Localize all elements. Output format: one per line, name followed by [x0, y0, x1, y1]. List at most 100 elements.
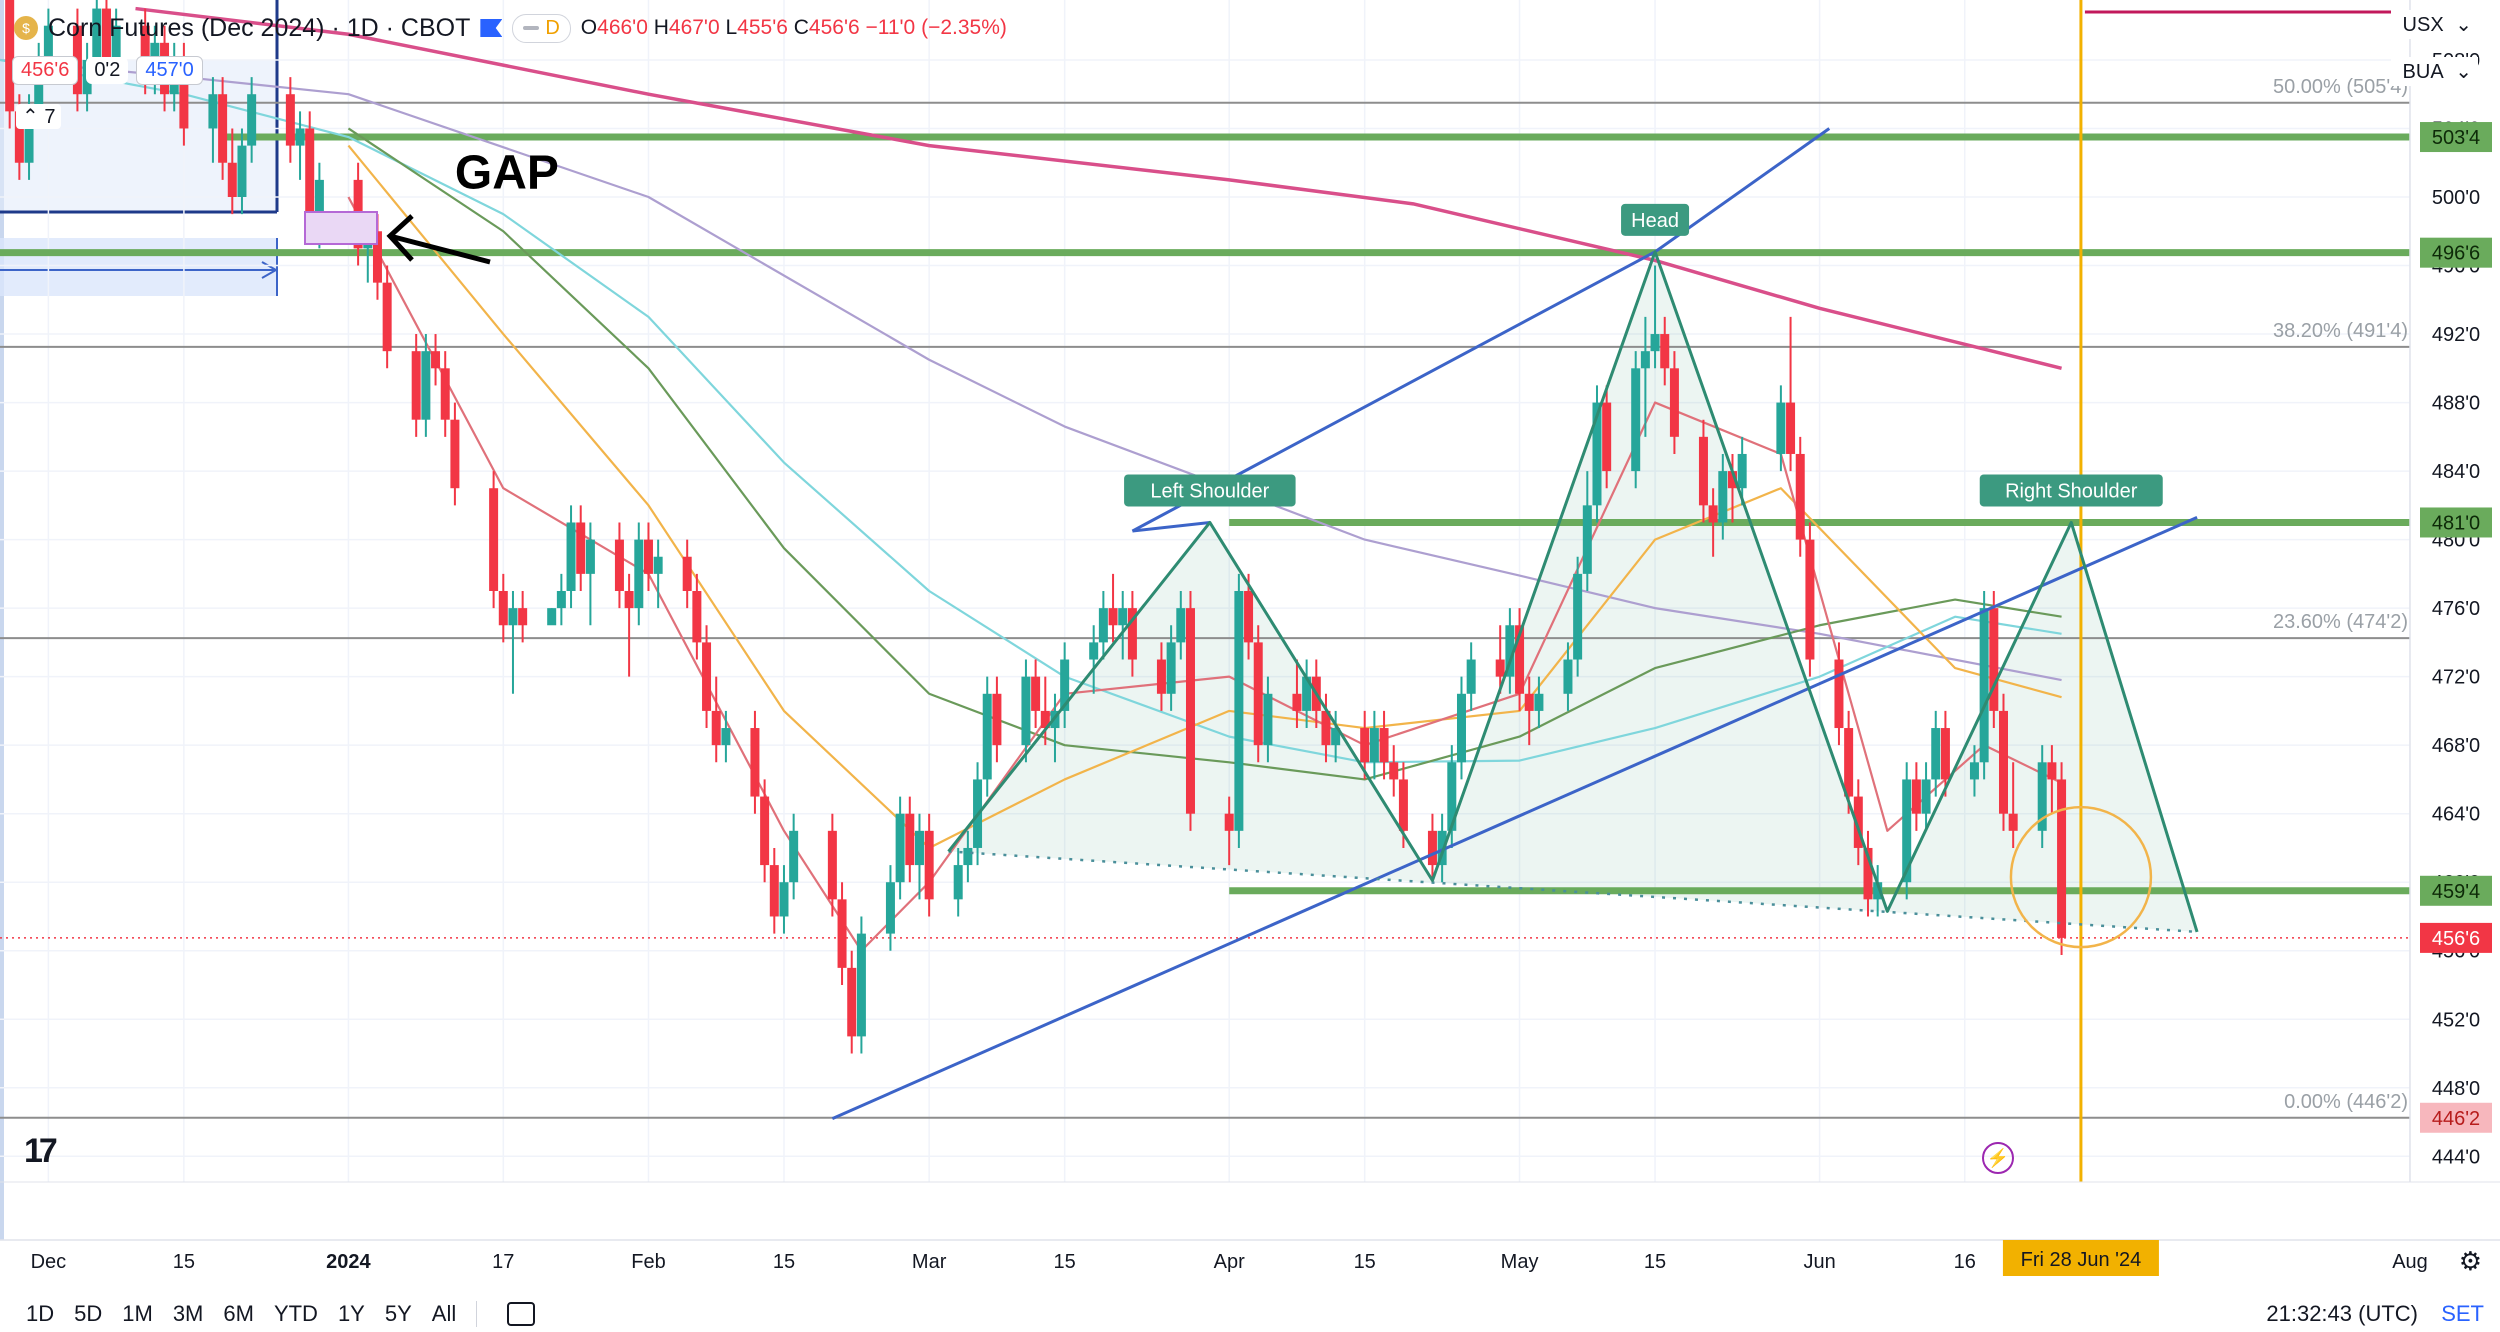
candle-body	[576, 522, 586, 574]
close-label: C	[793, 16, 809, 39]
axes: 508'0504'0500'0496'0492'0488'0484'0480'0…	[0, 0, 2500, 1276]
clock[interactable]: 21:32:43 (UTC)	[2266, 1301, 2418, 1326]
candle-body	[440, 368, 450, 420]
candle-body	[1389, 762, 1399, 780]
candle-body	[489, 488, 499, 591]
candle-body	[566, 522, 576, 591]
candle-body	[295, 128, 305, 146]
session-settings-button[interactable]: SET	[2441, 1301, 2484, 1326]
symbol-title[interactable]: Corn Futures (Dec 2024) · 1D · CBOT	[48, 13, 471, 42]
chart-header: $ Corn Futures (Dec 2024) · 1D · CBOT D …	[0, 0, 1007, 56]
change-value: −11'0 (−2.35%)	[865, 16, 1007, 39]
timeframe-3m[interactable]: 3M	[172, 1301, 204, 1326]
pattern-label-box	[1621, 203, 1690, 236]
candle-body	[760, 796, 770, 866]
candle-body	[1940, 728, 1950, 780]
candle-body	[1447, 762, 1457, 831]
candle-body	[711, 710, 721, 746]
candle-body	[1098, 608, 1108, 643]
candle-body	[431, 351, 441, 369]
timeframe-1m[interactable]: 1M	[122, 1301, 153, 1326]
candle-body	[653, 556, 663, 574]
candle-body	[305, 128, 315, 215]
candle-body	[518, 608, 528, 626]
unit-selector[interactable]: BUA ⌄	[2390, 57, 2478, 86]
timeframe-5y[interactable]: 5Y	[384, 1301, 412, 1326]
candle-body	[953, 865, 963, 900]
calendar-icon[interactable]	[507, 1302, 536, 1326]
gap-arrow-shaft	[389, 233, 491, 265]
pattern-label-box	[1124, 474, 1296, 507]
candle-body	[2047, 762, 2057, 780]
x-tick-label: Aug	[2392, 1251, 2428, 1273]
candle-body	[1127, 608, 1137, 660]
price-chart[interactable]: 50.00% (505'4) 38.20% (491'4) 23.60% (474'…	[0, 0, 2500, 1296]
indicators-count: 7	[44, 106, 56, 128]
candle-body	[914, 830, 924, 866]
candle-body	[1360, 728, 1370, 763]
fib-label: 38.20% (491'4)	[2273, 320, 2408, 342]
candle-body	[924, 830, 934, 900]
x-tick-label: 15	[173, 1251, 195, 1273]
candle-body	[1466, 659, 1476, 694]
data-delay-pill[interactable]: D	[512, 13, 571, 43]
candle-body	[1515, 625, 1525, 694]
timeframe-ytd[interactable]: YTD	[273, 1301, 318, 1326]
candle-body	[2037, 762, 2047, 831]
trend-line	[1132, 520, 1211, 533]
pattern-label: Head	[1631, 210, 1679, 232]
x-tick-label: 16	[1954, 1251, 1976, 1273]
x-tick-label: Apr	[1214, 1251, 1245, 1273]
candle-body	[1156, 659, 1166, 694]
candle-body	[1176, 608, 1186, 643]
candle-body	[682, 556, 692, 591]
chart-bg	[0, 0, 2500, 1296]
timeframe-6m[interactable]: 6M	[223, 1301, 254, 1326]
candle-body	[1060, 659, 1070, 711]
gear-icon[interactable]: ⚙	[2458, 1246, 2482, 1276]
timeframe-5d[interactable]: 5D	[74, 1301, 103, 1326]
fib-label: 23.60% (474'2)	[2273, 611, 2408, 633]
x-tick-label: 15	[1354, 1251, 1376, 1273]
level-price-box	[2420, 122, 2492, 153]
buy-button[interactable]: 457'0	[136, 56, 203, 85]
candle-body	[885, 882, 895, 934]
candle-body	[1456, 693, 1466, 763]
candle-body	[1844, 728, 1854, 797]
moving-average-line	[347, 144, 2062, 850]
chart-background	[0, 0, 2500, 1296]
candle-body	[992, 693, 1002, 746]
x-tick-label: Jun	[1803, 1251, 1835, 1273]
moving-average-line	[0, 58, 2062, 682]
candle-body	[1795, 453, 1805, 540]
lightning-icon[interactable]: ⚡	[1982, 1142, 2014, 1174]
flag-icon	[480, 19, 503, 37]
timeframe-all[interactable]: All	[431, 1301, 457, 1326]
open-value: 466'0	[597, 16, 648, 39]
candle-body	[1166, 642, 1176, 694]
candle-body	[2057, 779, 2067, 938]
axis-controls: USX ⌄ BUA ⌄	[2390, 10, 2478, 86]
candle-body	[1834, 659, 1844, 729]
level-price-label: 496'6	[2432, 243, 2480, 265]
indicators-toggle[interactable]: ⌃ 7	[16, 104, 62, 129]
level-price-label: 503'4	[2432, 127, 2480, 149]
candle-body	[643, 539, 653, 574]
drawings: Left Shoulder Head Right Shoulder GAP	[304, 127, 2199, 1120]
timeframe-1d[interactable]: 1D	[26, 1301, 55, 1326]
candle-body	[1737, 453, 1747, 489]
candle-body	[1331, 728, 1341, 746]
pattern-area	[948, 251, 2198, 932]
sell-button[interactable]: 456'6	[12, 56, 79, 85]
y-tick-label: 444'0	[2432, 1146, 2480, 1168]
candle-body	[1998, 710, 2008, 814]
moving-average-line	[135, 6, 2062, 371]
candle-body	[1902, 779, 1912, 883]
currency-selector[interactable]: USX ⌄	[2390, 10, 2478, 39]
candle-body	[1108, 608, 1118, 626]
timeframe-1y[interactable]: 1Y	[337, 1301, 365, 1326]
candle-body	[92, 8, 102, 60]
y-tick-label: 484'0	[2432, 461, 2480, 483]
candle-body	[1244, 591, 1254, 643]
trade-buttons: 456'6 0'2 457'0	[12, 56, 203, 85]
